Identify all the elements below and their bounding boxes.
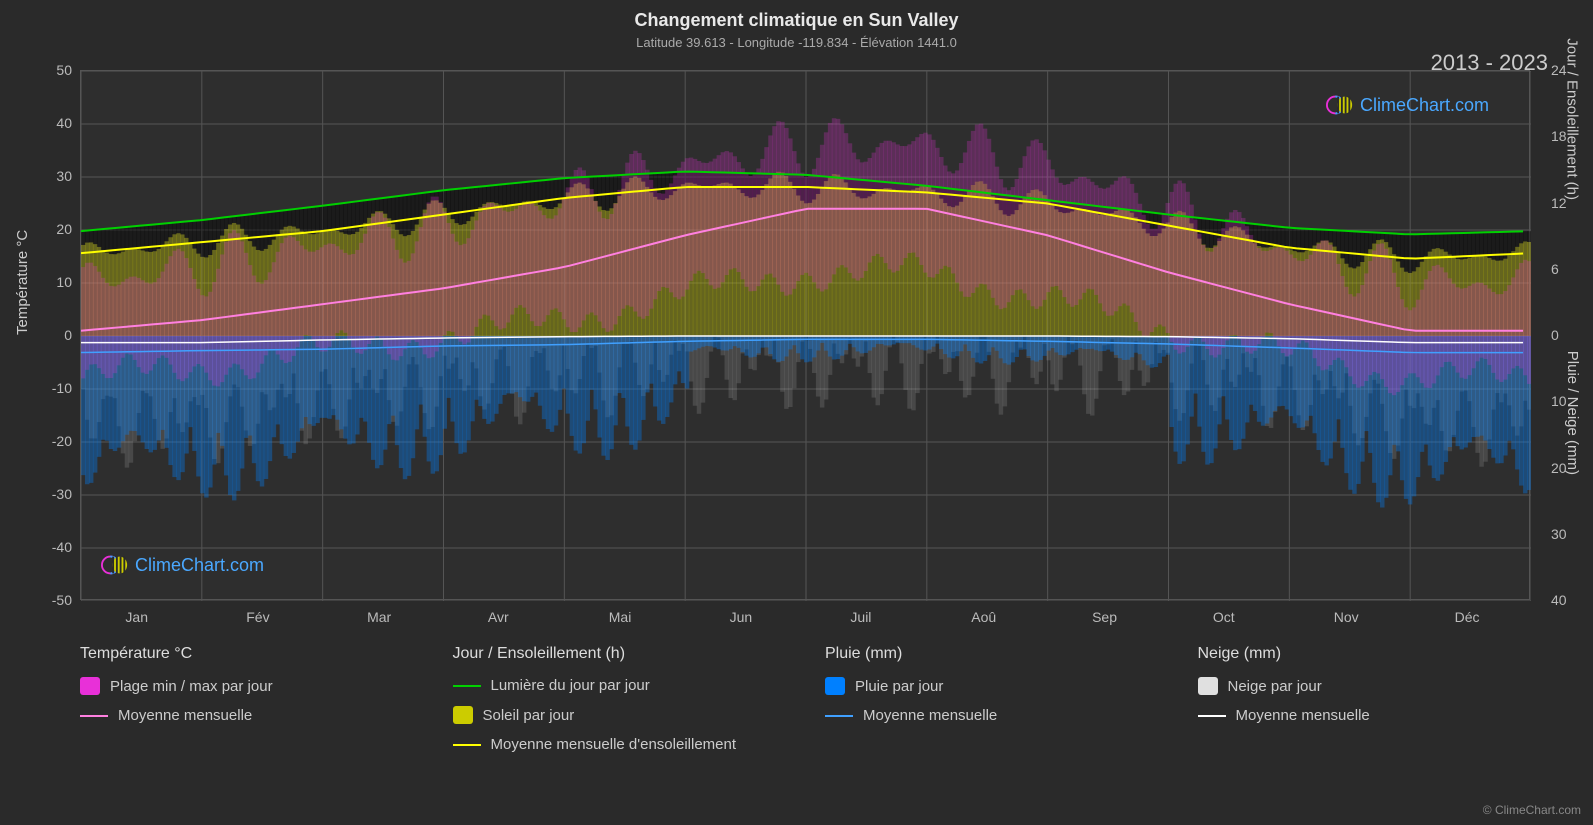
legend-item: Neige par jour — [1198, 677, 1531, 695]
y-tick-left: -40 — [52, 539, 72, 555]
legend-item: Pluie par jour — [825, 677, 1158, 695]
x-axis: Jan Fév Mar Avr Mai Jun Juil Aoû Sep Oct Nov Déc — [80, 605, 1530, 630]
legend-swatch — [1198, 715, 1226, 717]
legend-swatch — [825, 677, 845, 695]
legend-col-snow: Neige (mm) Neige par jour Moyenne mensuell… — [1198, 645, 1531, 765]
y-tick-right-bottom: 40 — [1551, 592, 1567, 608]
y-tick-left: 0 — [64, 327, 72, 343]
y-tick-left: 20 — [56, 221, 72, 237]
legend: Température °C Plage min / max par jour Mo… — [80, 645, 1530, 765]
legend-item: Soleil par jour — [453, 706, 786, 724]
legend-heading: Température °C — [80, 645, 413, 663]
x-tick: Mar — [367, 609, 391, 625]
legend-item: Plage min / max par jour — [80, 677, 413, 695]
legend-swatch — [1198, 677, 1218, 695]
legend-label: Lumière du jour par jour — [491, 677, 650, 694]
legend-swatch — [453, 706, 473, 724]
legend-swatch — [453, 685, 481, 687]
y-tick-left: 50 — [56, 62, 72, 78]
copyright: © ClimeChart.com — [1483, 803, 1581, 817]
legend-swatch — [453, 744, 481, 746]
climate-chart: Changement climatique en Sun Valley Lati… — [0, 0, 1593, 825]
logo-icon — [101, 551, 129, 579]
legend-col-temperature: Température °C Plage min / max par jour Mo… — [80, 645, 413, 765]
y-axis-left: 50403020100-10-20-30-40-50 — [0, 70, 78, 600]
logo-icon — [1326, 91, 1354, 119]
legend-heading: Neige (mm) — [1198, 645, 1531, 663]
x-tick: Nov — [1334, 609, 1359, 625]
x-tick: Jan — [125, 609, 148, 625]
y-tick-right-top: 24 — [1551, 62, 1567, 78]
legend-item: Lumière du jour par jour — [453, 677, 786, 694]
y-tick-left: -50 — [52, 592, 72, 608]
y-tick-right-bottom: 10 — [1551, 393, 1567, 409]
legend-label: Moyenne mensuelle — [863, 707, 997, 724]
y-tick-right-top: 12 — [1551, 195, 1567, 211]
x-tick: Aoû — [971, 609, 996, 625]
plot-svg — [81, 71, 1531, 601]
legend-item: Moyenne mensuelle d'ensoleillement — [453, 736, 786, 753]
x-tick: Fév — [246, 609, 269, 625]
legend-label: Moyenne mensuelle — [1236, 707, 1370, 724]
y-tick-right-top: 18 — [1551, 128, 1567, 144]
x-tick: Déc — [1455, 609, 1480, 625]
x-tick: Avr — [488, 609, 509, 625]
legend-label: Soleil par jour — [483, 707, 575, 724]
logo-text: ClimeChart.com — [1360, 95, 1489, 116]
x-tick: Juil — [850, 609, 871, 625]
logo-text: ClimeChart.com — [135, 555, 264, 576]
y-tick-left: -20 — [52, 433, 72, 449]
logo-top: ClimeChart.com — [1326, 91, 1489, 119]
x-tick: Mai — [609, 609, 632, 625]
legend-label: Pluie par jour — [855, 678, 943, 695]
legend-item: Moyenne mensuelle — [80, 707, 413, 724]
legend-item: Moyenne mensuelle — [1198, 707, 1531, 724]
y-tick-right-bottom: 20 — [1551, 460, 1567, 476]
x-tick: Sep — [1092, 609, 1117, 625]
legend-swatch — [80, 677, 100, 695]
legend-swatch — [825, 715, 853, 717]
legend-heading: Jour / Ensoleillement (h) — [453, 645, 786, 663]
legend-label: Moyenne mensuelle — [118, 707, 252, 724]
legend-col-daylight: Jour / Ensoleillement (h) Lumière du jour… — [453, 645, 786, 765]
y-tick-right-bottom: 30 — [1551, 526, 1567, 542]
y-tick-right-top: 0 — [1551, 327, 1559, 343]
y-tick-left: 30 — [56, 168, 72, 184]
y-tick-left: 40 — [56, 115, 72, 131]
legend-label: Moyenne mensuelle d'ensoleillement — [491, 736, 737, 753]
y-tick-left: 10 — [56, 274, 72, 290]
logo-bottom: ClimeChart.com — [101, 551, 264, 579]
legend-swatch — [80, 715, 108, 717]
legend-label: Neige par jour — [1228, 678, 1322, 695]
y-tick-left: -30 — [52, 486, 72, 502]
legend-label: Plage min / max par jour — [110, 678, 273, 695]
y-tick-right-top: 6 — [1551, 261, 1559, 277]
legend-col-rain: Pluie (mm) Pluie par jour Moyenne mensuell… — [825, 645, 1158, 765]
y-axis-right: 2418126010203040 — [1545, 70, 1593, 600]
legend-item: Moyenne mensuelle — [825, 707, 1158, 724]
y-tick-left: -10 — [52, 380, 72, 396]
plot-area: ClimeChart.com ClimeChart.com — [80, 70, 1530, 600]
x-tick: Jun — [730, 609, 753, 625]
x-tick: Oct — [1213, 609, 1235, 625]
legend-heading: Pluie (mm) — [825, 645, 1158, 663]
chart-subtitle: Latitude 39.613 - Longitude -119.834 - É… — [0, 31, 1593, 50]
chart-title: Changement climatique en Sun Valley — [0, 0, 1593, 31]
